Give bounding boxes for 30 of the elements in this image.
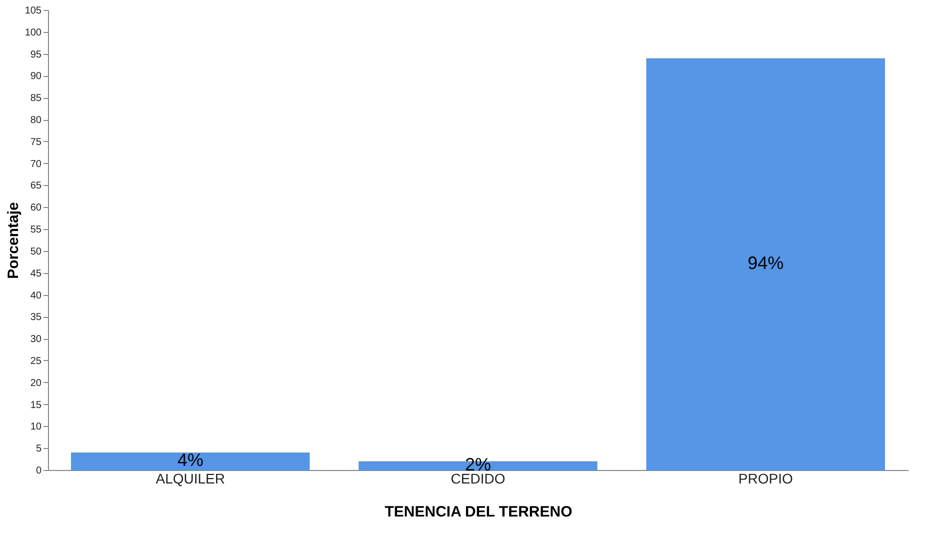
y-tick-label: 10: [30, 422, 42, 433]
y-tick-label: 45: [30, 268, 42, 280]
bar: [71, 452, 310, 470]
y-tick-label: 105: [24, 6, 42, 16]
y-tick-label: 30: [30, 334, 42, 346]
data-label: 94%: [748, 253, 784, 274]
y-axis-title: Porcentaje: [4, 202, 22, 279]
y-tick-label: 60: [30, 202, 42, 214]
y-tick-label: 40: [30, 290, 42, 302]
data-label: 4%: [177, 450, 204, 470]
y-tick-label: 15: [30, 400, 42, 411]
x-tick-label: ALQUILER: [156, 470, 225, 486]
x-axis-title: TENENCIA DEL TERRENO: [384, 504, 573, 520]
y-tick-label: 35: [30, 312, 42, 324]
y-tick-label: 0: [36, 466, 42, 476]
y-tick-label: 75: [30, 136, 42, 148]
y-tick-label: 25: [30, 356, 42, 367]
y-tick-label: 55: [30, 224, 42, 236]
y-tick-label: 20: [30, 378, 42, 389]
y-tick-label: 95: [30, 49, 42, 60]
bar: [646, 58, 885, 470]
y-tick-label: 70: [30, 158, 42, 170]
y-tick-label: 5: [36, 444, 42, 455]
y-tick-label: 50: [30, 246, 42, 258]
y-tick-label: 85: [30, 93, 42, 104]
y-tick-label: 65: [30, 180, 42, 192]
y-tick-label: 90: [30, 71, 42, 82]
x-tick-label: PROPIO: [738, 470, 793, 486]
y-tick-label: 80: [30, 115, 42, 126]
y-tick-label: 100: [24, 27, 42, 38]
